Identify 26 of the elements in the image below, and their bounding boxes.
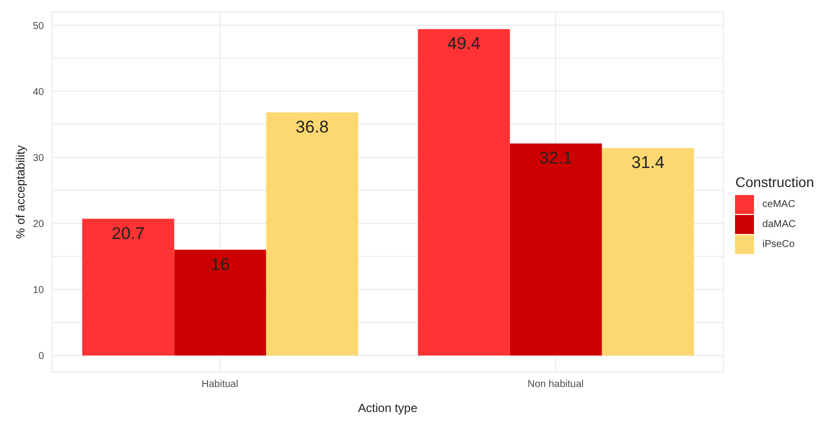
data-label: 36.8: [296, 117, 329, 136]
x-axis-title: Action type: [358, 401, 418, 415]
data-label: 32.1: [539, 148, 572, 168]
y-tick-label: 10: [32, 284, 44, 296]
legend-label: daMAC: [762, 218, 796, 230]
legend-title: Construction: [735, 174, 814, 190]
x-tick-label: Habitual: [202, 379, 238, 390]
bar: [174, 250, 266, 356]
y-tick-label: 0: [38, 351, 44, 362]
y-tick-label: 40: [32, 86, 44, 98]
bar: [82, 218, 174, 356]
y-tick-label: 20: [32, 218, 44, 230]
legend-label: ceMAC: [762, 198, 796, 210]
data-label: 20.7: [112, 224, 145, 243]
y-tick-label: 50: [32, 20, 44, 32]
y-axis-title: % of acceptability: [13, 145, 28, 239]
data-label: 49.4: [447, 34, 480, 54]
x-tick-label: Non habitual: [527, 379, 584, 390]
bar: [602, 148, 694, 356]
data-label: 31.4: [631, 153, 664, 172]
legend-label: iPseCo: [762, 238, 795, 250]
y-tick-label: 30: [32, 152, 44, 164]
bar: [418, 29, 510, 356]
bar: [266, 112, 358, 356]
data-label: 16: [210, 254, 230, 274]
bar: [510, 143, 602, 356]
